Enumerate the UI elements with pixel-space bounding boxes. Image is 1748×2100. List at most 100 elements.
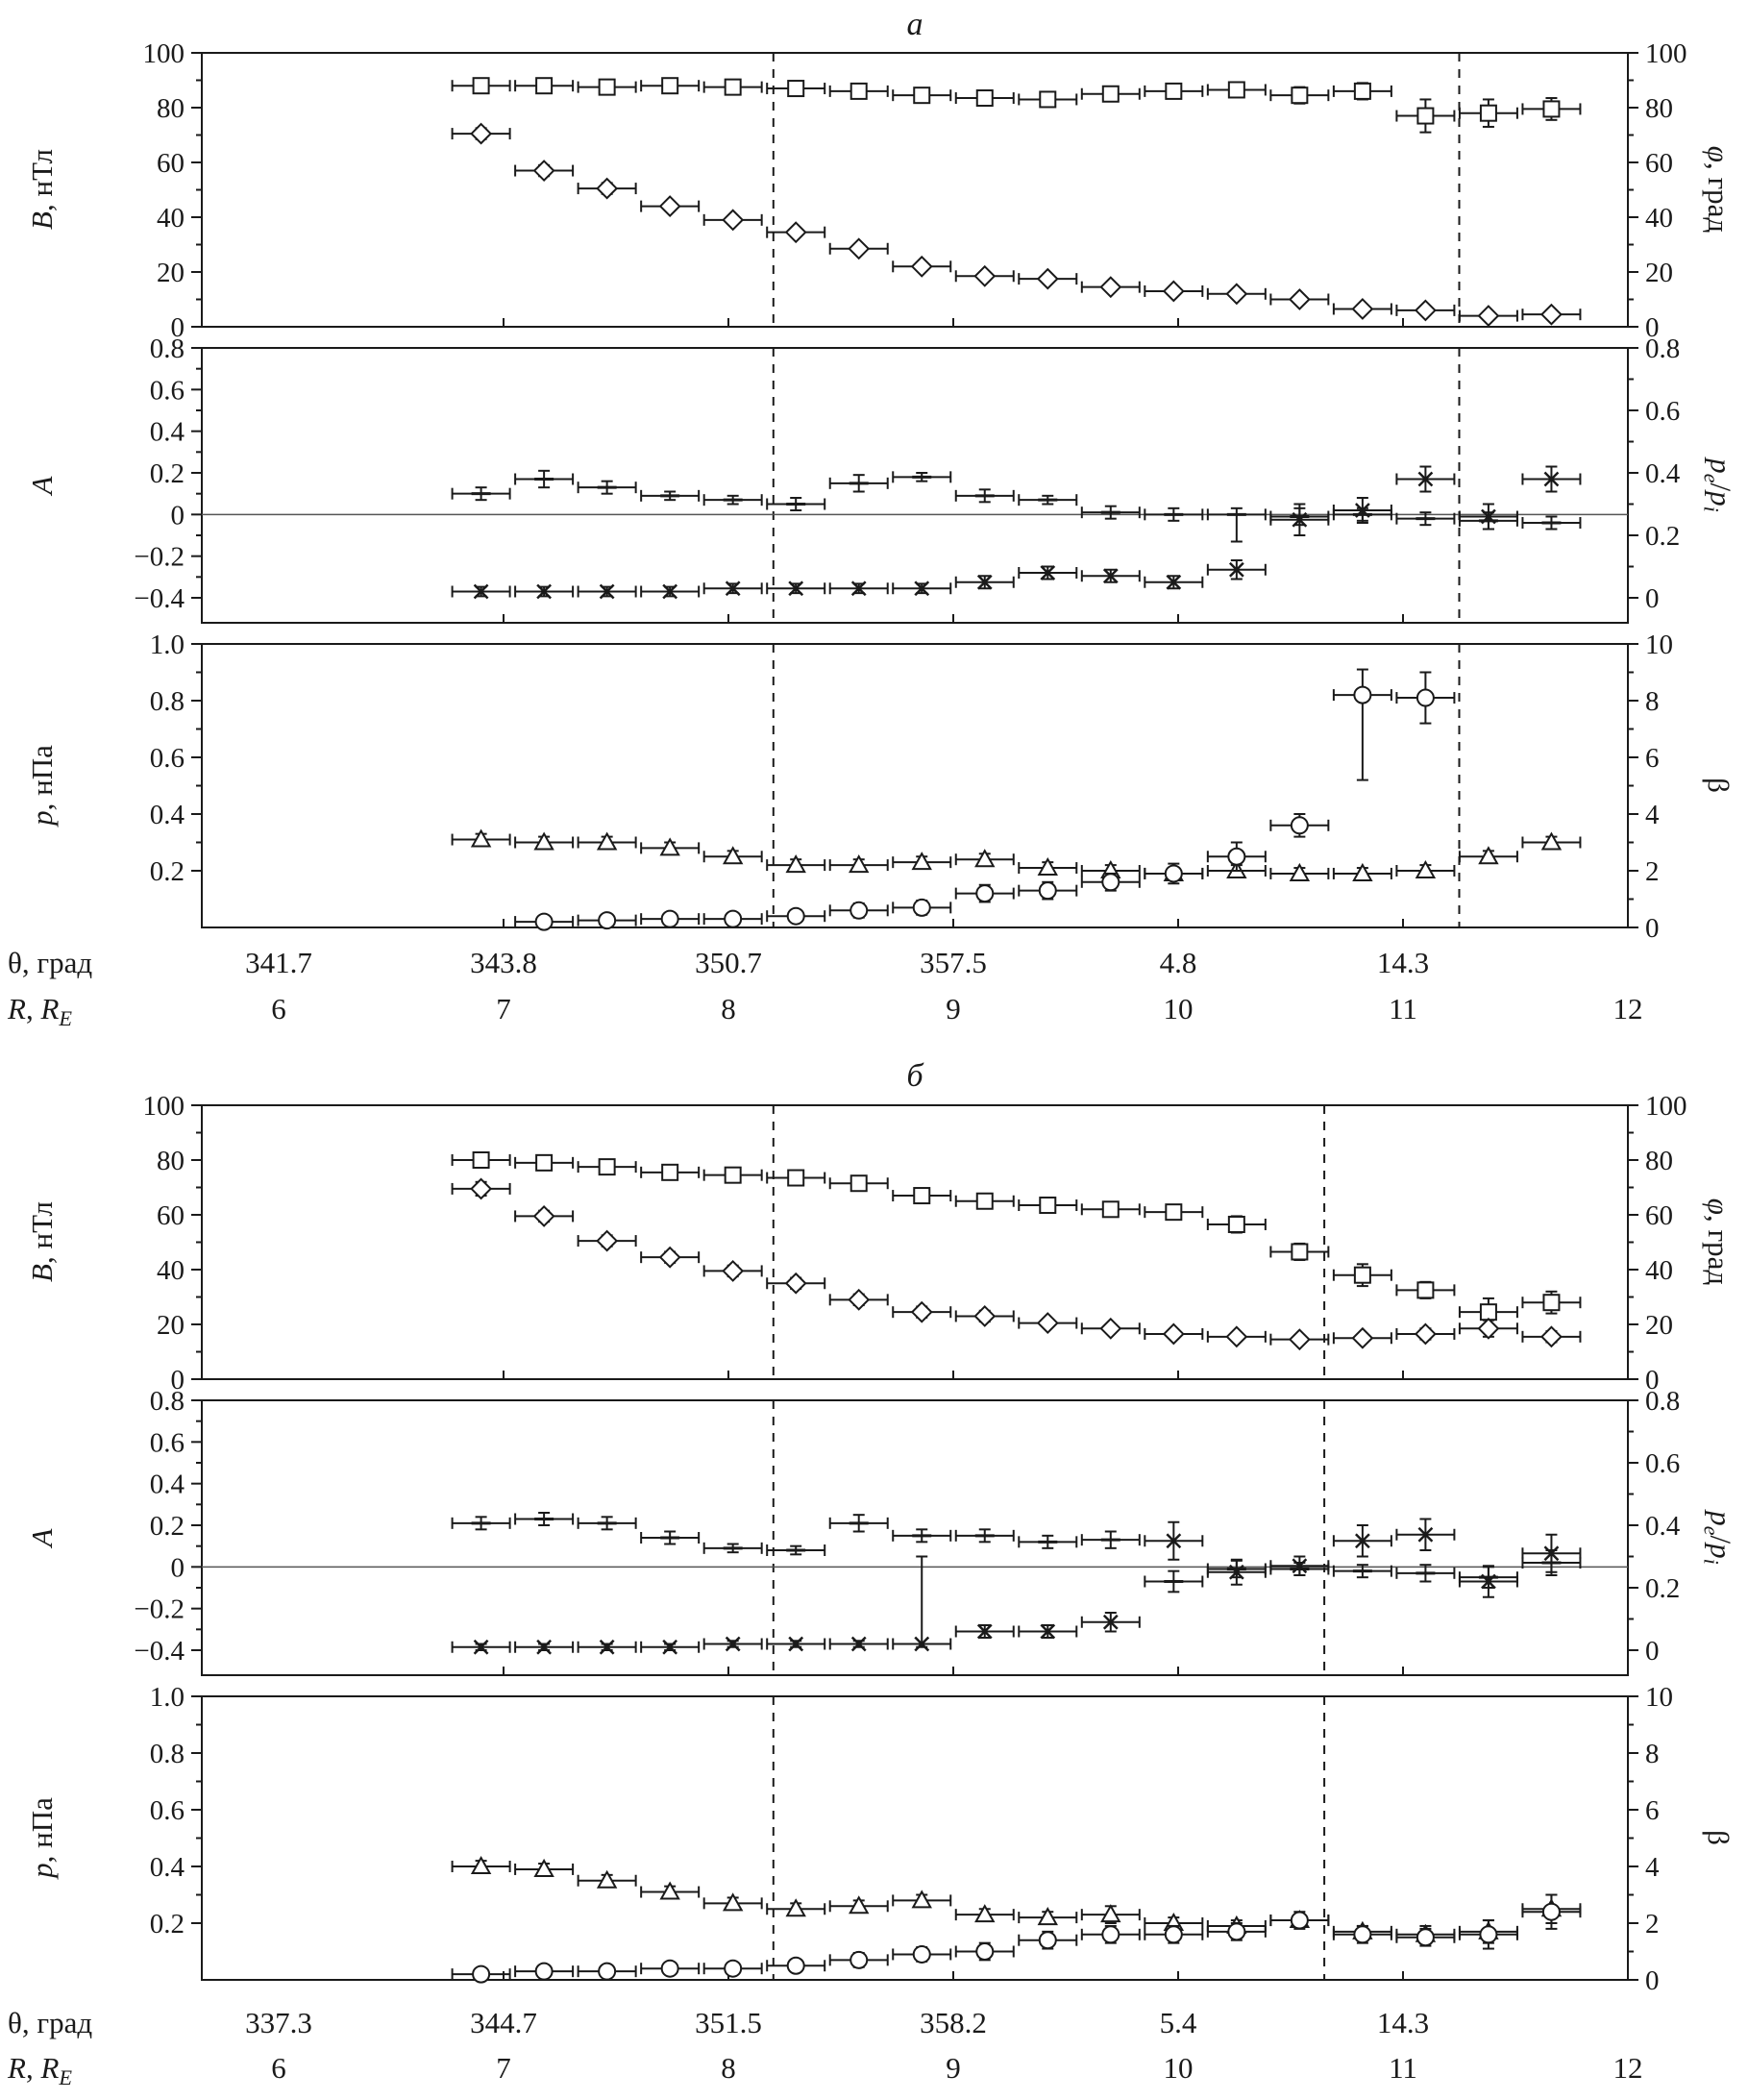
svg-text:0.8: 0.8 bbox=[150, 334, 185, 364]
svg-text:0.2: 0.2 bbox=[150, 1511, 185, 1542]
svg-text:1.0: 1.0 bbox=[150, 1682, 185, 1713]
series-phi-deg bbox=[451, 1151, 1582, 1327]
svg-text:0: 0 bbox=[171, 1365, 185, 1396]
svg-text:−0.2: −0.2 bbox=[134, 1594, 185, 1625]
series-phi-deg bbox=[451, 77, 1582, 134]
svg-text:0.2: 0.2 bbox=[1645, 1573, 1680, 1604]
svg-text:10: 10 bbox=[1645, 1682, 1673, 1713]
svg-text:0.6: 0.6 bbox=[150, 375, 185, 406]
svg-text:0.6: 0.6 bbox=[150, 743, 185, 774]
r-axis-row-b: R, RE 6 7 8 9 10 11 12 bbox=[0, 2049, 1748, 2089]
svg-text:0.4: 0.4 bbox=[1645, 1511, 1681, 1542]
r-value: 9 bbox=[946, 2051, 961, 2085]
svg-text:0.6: 0.6 bbox=[150, 1427, 185, 1458]
svg-text:40: 40 bbox=[157, 203, 185, 234]
svg-text:2: 2 bbox=[1645, 856, 1660, 887]
series-B-nT bbox=[451, 122, 1582, 328]
svg-text:60: 60 bbox=[157, 1200, 185, 1231]
svg-text:0.2: 0.2 bbox=[150, 856, 185, 887]
theta-value: 14.3 bbox=[1376, 2006, 1430, 2039]
theta-axis-label: θ, град bbox=[8, 2006, 93, 2039]
svg-text:40: 40 bbox=[1645, 203, 1673, 234]
svg-text:0: 0 bbox=[1645, 1636, 1660, 1667]
theta-value: 341.7 bbox=[245, 946, 312, 979]
svg-text:0.4: 0.4 bbox=[1645, 458, 1681, 489]
series-A bbox=[451, 1512, 1582, 1594]
theta-value: 350.7 bbox=[695, 946, 762, 979]
svg-text:80: 80 bbox=[157, 93, 185, 124]
theta-value: 344.7 bbox=[470, 2006, 537, 2039]
r-value: 7 bbox=[496, 992, 511, 1025]
svg-text:−0.2: −0.2 bbox=[134, 542, 185, 573]
svg-text:4: 4 bbox=[1645, 1852, 1660, 1883]
svg-text:0: 0 bbox=[171, 500, 185, 531]
theta-axis-label: θ, град bbox=[8, 946, 93, 979]
r-value: 10 bbox=[1163, 992, 1194, 1025]
svg-text:0: 0 bbox=[1645, 913, 1660, 944]
svg-text:0: 0 bbox=[171, 312, 185, 343]
subplot-a-p-beta: 1.0 0.8 0.6 0.4 0.2 10 8 6 4 2 0 bbox=[150, 630, 1673, 944]
r-value: 8 bbox=[721, 992, 736, 1025]
r-value: 11 bbox=[1389, 992, 1417, 1025]
svg-text:10: 10 bbox=[1645, 630, 1673, 660]
subplot-a-A-pepi: 0.8 0.6 0.4 0.2 0 −0.2 −0.4 0.8 0.6 0.4 0.2 0 bbox=[134, 334, 1681, 624]
svg-text:8: 8 bbox=[1645, 1739, 1660, 1769]
svg-text:0.4: 0.4 bbox=[150, 1852, 185, 1883]
r-value: 7 bbox=[496, 2051, 511, 2085]
svg-text:0.4: 0.4 bbox=[150, 1470, 185, 1500]
svg-text:0: 0 bbox=[171, 1552, 185, 1583]
svg-text:80: 80 bbox=[1645, 93, 1673, 124]
r-value: 8 bbox=[721, 2051, 736, 2085]
svg-text:0.6: 0.6 bbox=[150, 1795, 185, 1826]
svg-text:0: 0 bbox=[1645, 1365, 1660, 1396]
svg-text:0.8: 0.8 bbox=[1645, 1386, 1680, 1417]
svg-text:20: 20 bbox=[1645, 1310, 1673, 1341]
r-value: 6 bbox=[271, 2051, 286, 2085]
svg-text:0.6: 0.6 bbox=[1645, 1448, 1680, 1479]
svg-text:0.8: 0.8 bbox=[150, 1386, 185, 1417]
svg-text:0: 0 bbox=[1645, 312, 1660, 343]
svg-text:8: 8 bbox=[1645, 686, 1660, 717]
panel-a-title: a bbox=[906, 7, 923, 42]
svg-text:20: 20 bbox=[157, 1310, 185, 1341]
svg-text:0: 0 bbox=[1645, 583, 1660, 614]
svg-text:0.2: 0.2 bbox=[1645, 521, 1680, 552]
series-A bbox=[451, 469, 1582, 543]
svg-text:−0.4: −0.4 bbox=[134, 1636, 185, 1667]
theta-value: 343.8 bbox=[470, 946, 537, 979]
series-beta bbox=[451, 1893, 1582, 1984]
svg-text:−0.4: −0.4 bbox=[134, 583, 185, 614]
subplot-b-B-phi: 100 80 60 40 20 0 100 80 60 40 20 0 bbox=[143, 1091, 1687, 1396]
theta-value: 357.5 bbox=[920, 946, 987, 979]
svg-text:100: 100 bbox=[1645, 38, 1687, 69]
svg-text:100: 100 bbox=[143, 38, 185, 69]
svg-text:40: 40 bbox=[157, 1255, 185, 1286]
series-p-nPa bbox=[451, 828, 1582, 881]
svg-text:60: 60 bbox=[157, 148, 185, 179]
series-p-nPa bbox=[451, 1855, 1582, 1944]
r-value: 10 bbox=[1163, 2051, 1194, 2085]
subplot-b-p-beta: 1.0 0.8 0.6 0.4 0.2 10 8 6 4 2 0 bbox=[150, 1682, 1673, 1996]
theta-value: 14.3 bbox=[1376, 946, 1430, 979]
theta-value: 4.8 bbox=[1159, 946, 1197, 979]
svg-text:0.4: 0.4 bbox=[150, 800, 185, 830]
svg-text:0.8: 0.8 bbox=[150, 1739, 185, 1769]
series-pe-pi bbox=[451, 1518, 1582, 1655]
theta-axis-row-b: θ, град 337.3 344.7 351.5 358.2 5.4 14.3 bbox=[0, 2004, 1748, 2042]
svg-text:100: 100 bbox=[143, 1091, 185, 1122]
r-value: 6 bbox=[271, 992, 286, 1025]
r-axis-label: R, RE bbox=[8, 992, 73, 1031]
svg-text:0: 0 bbox=[1645, 1965, 1660, 1996]
svg-text:20: 20 bbox=[157, 258, 185, 288]
r-value: 12 bbox=[1613, 2051, 1643, 2085]
r-value: 9 bbox=[946, 992, 961, 1025]
svg-text:20: 20 bbox=[1645, 258, 1673, 288]
svg-text:6: 6 bbox=[1645, 743, 1660, 774]
svg-text:0.4: 0.4 bbox=[150, 417, 185, 448]
svg-text:0.2: 0.2 bbox=[150, 458, 185, 489]
svg-text:6: 6 bbox=[1645, 1795, 1660, 1826]
r-axis-label: R, RE bbox=[8, 2051, 73, 2090]
theta-value: 337.3 bbox=[245, 2006, 312, 2039]
theta-value: 358.2 bbox=[920, 2006, 987, 2039]
theta-axis-row-a: θ, град 341.7 343.8 350.7 357.5 4.8 14.3 bbox=[0, 944, 1748, 982]
